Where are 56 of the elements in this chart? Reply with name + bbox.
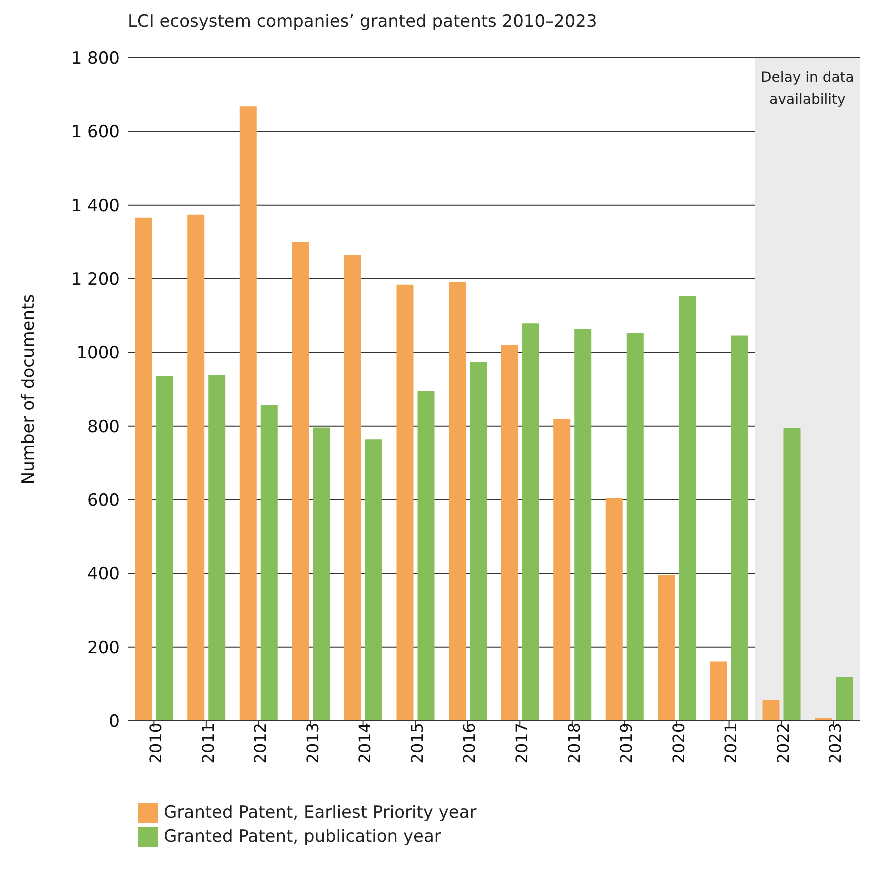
x-tick-label: 2021 <box>722 723 741 764</box>
x-tick-label: 2010 <box>146 723 166 764</box>
bar <box>365 440 382 721</box>
bar <box>658 576 676 721</box>
bar <box>470 362 488 721</box>
x-tick-label: 2015 <box>408 723 427 764</box>
bar <box>679 296 696 721</box>
x-tick-label: 2014 <box>356 723 375 764</box>
bar <box>522 324 540 721</box>
bar <box>135 218 152 721</box>
bar <box>396 284 414 721</box>
bar <box>292 242 310 721</box>
bar <box>156 376 174 721</box>
bar <box>240 106 257 721</box>
y-tick-label: 1 600 <box>71 122 120 143</box>
bar <box>836 678 854 721</box>
x-tick-label: 2019 <box>617 723 636 764</box>
x-tick-label: 2023 <box>826 723 846 764</box>
x-tick-label: 2012 <box>251 723 270 764</box>
bar <box>574 329 592 721</box>
bar <box>762 700 780 721</box>
y-tick-label: 200 <box>88 638 120 658</box>
bar <box>626 334 644 721</box>
bar <box>188 214 205 721</box>
bar <box>710 662 728 721</box>
bar <box>418 390 435 721</box>
legend-label: Granted Patent, publication year <box>164 826 442 849</box>
band-label: Delay in data availability <box>761 70 854 108</box>
y-tick-label: 400 <box>88 564 120 585</box>
y-tick-label: 800 <box>88 417 120 438</box>
x-tick-label: 2020 <box>669 723 688 764</box>
bar <box>501 345 518 721</box>
bar <box>260 404 278 721</box>
x-tick-label: 2017 <box>512 723 532 764</box>
chart-title: LCI ecosystem companies’ granted patents 2010–2023 <box>128 12 598 34</box>
x-tick-label: 2011 <box>198 723 218 764</box>
y-tick-label: 1 800 <box>71 49 120 70</box>
bar <box>606 498 623 721</box>
y-tick-label: 1 200 <box>71 270 120 290</box>
bar <box>731 336 748 721</box>
bar <box>554 418 571 721</box>
legend-label: Granted Patent, Earliest Priority year <box>164 802 477 825</box>
bar <box>784 428 801 721</box>
x-tick-label: 2013 <box>303 723 322 764</box>
y-axis-title: Number of documents <box>19 294 40 485</box>
bar <box>449 282 466 721</box>
y-tick-label: 600 <box>88 491 120 512</box>
y-tick-label: 1 400 <box>71 196 120 216</box>
y-tick-label: 0 <box>109 712 120 732</box>
y-tick-label: 1000 <box>76 344 120 364</box>
bar <box>344 255 362 721</box>
bar <box>208 375 226 721</box>
x-tick-label: 2018 <box>564 723 584 764</box>
x-tick-label: 2016 <box>460 723 480 764</box>
x-tick-label: 2022 <box>774 723 793 764</box>
bar <box>313 428 330 721</box>
